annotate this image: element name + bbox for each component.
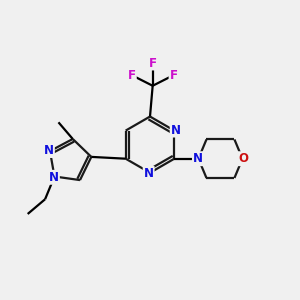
Text: F: F <box>169 69 178 82</box>
Text: F: F <box>128 69 136 82</box>
Text: F: F <box>149 56 157 70</box>
Text: N: N <box>144 167 154 180</box>
Text: N: N <box>49 171 59 184</box>
Text: N: N <box>44 144 54 157</box>
Text: O: O <box>238 152 248 165</box>
Text: N: N <box>171 124 181 136</box>
Text: N: N <box>193 152 203 165</box>
